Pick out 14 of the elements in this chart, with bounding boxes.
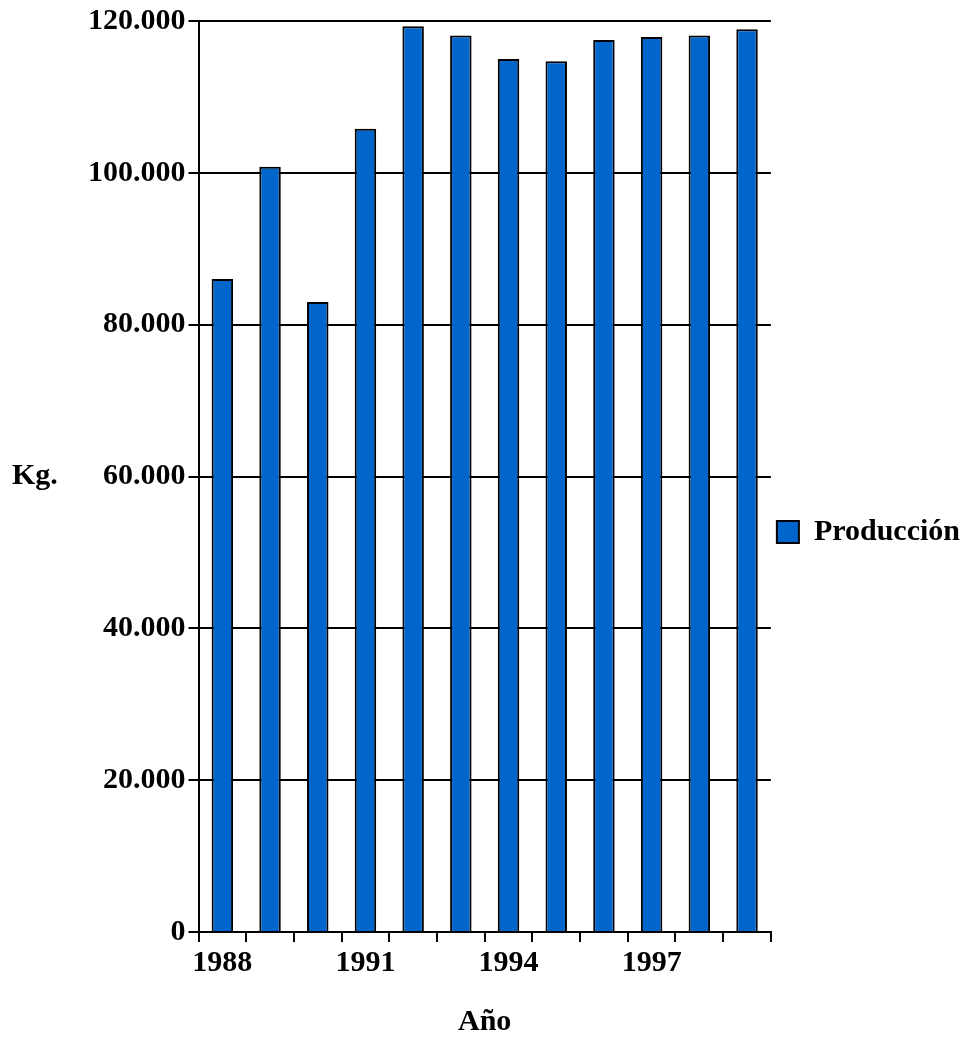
- x-tick-label: 1997: [621, 943, 682, 977]
- x-tick-label: 1994: [478, 943, 539, 977]
- y-tick-label: 0: [170, 912, 186, 946]
- y-tick-label: 120.000: [88, 1, 186, 35]
- y-tick-label: 80.000: [103, 305, 186, 339]
- x-tick-label: 1991: [335, 943, 396, 977]
- y-axis-title: Kg.: [12, 457, 58, 491]
- y-tick-label: 40.000: [103, 609, 186, 643]
- x-axis-title: Año: [458, 1002, 512, 1036]
- y-tick-label: 20.000: [103, 760, 186, 794]
- y-tick-label: 100.000: [88, 153, 186, 187]
- x-tick-label: 1988: [192, 943, 253, 977]
- y-tick-label: 60.000: [103, 457, 186, 491]
- legend-label: Producción: [813, 512, 961, 546]
